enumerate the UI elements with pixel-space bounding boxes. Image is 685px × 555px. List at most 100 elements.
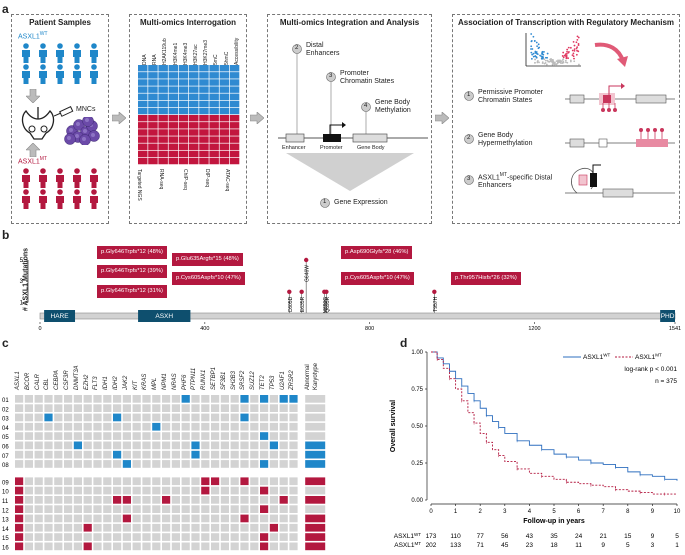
oncoprint-cell xyxy=(132,505,141,513)
oncoprint-cell xyxy=(250,542,259,551)
oncoprint-cell xyxy=(24,432,33,440)
lollipop-head xyxy=(287,289,292,294)
oncoprint-cell xyxy=(83,450,92,459)
oncoprint-cell xyxy=(279,496,288,504)
oncoprint-cell xyxy=(54,422,63,431)
oncoprint-cell xyxy=(181,505,190,513)
abnormal-karyotype-label: Karyotype xyxy=(313,362,320,390)
oncoprint-cell xyxy=(201,496,210,504)
oncoprint-cell xyxy=(250,404,259,412)
karyotype-cell xyxy=(305,523,326,532)
oncoprint-cell xyxy=(191,422,200,431)
oncoprint-cell xyxy=(171,413,180,422)
oncoprint-cell xyxy=(24,441,33,450)
oncoprint-gene-label: FLT3 xyxy=(93,376,100,390)
oncoprint-cell xyxy=(230,404,239,412)
oncoprint-cell xyxy=(250,496,259,504)
oncoprint-cell xyxy=(93,413,102,422)
oncoprint-cell xyxy=(44,450,53,459)
oncoprint-gene-label: IDH1 xyxy=(103,376,110,390)
oncoprint-cell xyxy=(83,523,92,532)
oncoprint-cell xyxy=(289,477,298,486)
oncoprint-cell xyxy=(113,441,122,450)
oncoprint-cell xyxy=(15,450,24,459)
risk-value: 56 xyxy=(501,533,509,540)
oncoprint-cell xyxy=(171,450,180,459)
oncoprint-cell xyxy=(260,514,269,523)
oncoprint-cell xyxy=(230,533,239,541)
oncoprint-cell xyxy=(240,404,249,412)
oncoprint-cell xyxy=(142,450,151,459)
oncoprint-cell xyxy=(132,496,141,504)
karyotype-cell xyxy=(305,542,326,551)
oncoprint-cell xyxy=(181,486,190,495)
arrow-up-icon xyxy=(26,143,40,157)
oncoprint-cell xyxy=(113,477,122,486)
risk-value: 1 xyxy=(675,542,679,549)
oncoprint-row-label: 12 xyxy=(2,508,9,514)
risk-value: 202 xyxy=(426,542,437,549)
oncoprint-cell xyxy=(171,477,180,486)
oncoprint-cell xyxy=(73,514,82,523)
karyotype-cell xyxy=(305,496,326,504)
oncoprint-cell xyxy=(240,533,249,541)
oncoprint-cell xyxy=(103,450,112,459)
oncoprint-cell xyxy=(54,441,63,450)
oncoprint-gene-label: SUZ12 xyxy=(250,371,257,390)
oncoprint-cell xyxy=(191,486,200,495)
y-tick-label: 1 xyxy=(20,300,24,306)
x-tick-label: 9 xyxy=(651,509,655,515)
oncoprint-gene-label: KRAS xyxy=(142,373,149,390)
oncoprint-cell xyxy=(230,450,239,459)
oncoprint-cell xyxy=(152,542,161,551)
oncoprint-cell xyxy=(24,477,33,486)
oncoprint-cell xyxy=(122,486,131,495)
oncoprint-cell xyxy=(132,404,141,412)
oncoprint-cell xyxy=(113,395,122,403)
oncoprint-cell xyxy=(279,404,288,412)
oncoprint-cell xyxy=(211,404,220,412)
oncoprint-cell xyxy=(250,395,259,403)
oncoprint-cell xyxy=(162,542,171,551)
oncoprint-cell xyxy=(103,422,112,431)
oncoprint-cell xyxy=(250,413,259,422)
oncoprint-gene-label: NPM1 xyxy=(162,373,168,390)
oncoprint-cell xyxy=(83,460,92,468)
oncoprint-cell xyxy=(250,505,259,513)
oncoprint-cell xyxy=(181,395,190,403)
mutation-label: p.Gly646Trpfs*12 (48%) xyxy=(97,246,167,259)
oncoprint-gene-label: NRAS xyxy=(171,373,178,390)
x-tick-label: 0 xyxy=(38,326,41,332)
oncoprint-cell xyxy=(211,533,220,541)
oncoprint-cell xyxy=(34,505,43,513)
oncoprint-cell xyxy=(73,477,82,486)
oncoprint-cell xyxy=(64,533,73,541)
association-title: Association of Transcription with Regula… xyxy=(457,18,675,27)
oncoprint-cell xyxy=(279,441,288,450)
oncoprint-cell xyxy=(211,477,220,486)
oncoprint-cell xyxy=(64,422,73,431)
oncoprint-gene-label: SH2B3 xyxy=(230,370,237,390)
oncoprint-cell xyxy=(122,413,131,422)
oncoprint-gene-label: PHF6 xyxy=(181,374,188,390)
oncoprint-cell xyxy=(279,460,288,468)
oncoprint-cell xyxy=(132,460,141,468)
oncoprint-cell xyxy=(220,432,229,440)
oncoprint-cell xyxy=(162,505,171,513)
oncoprint-cell xyxy=(260,505,269,513)
oncoprint-cell xyxy=(24,450,33,459)
oncoprint-cell xyxy=(191,477,200,486)
mutation-label: p.Cys605Aspfs*10 (47%) xyxy=(172,272,245,285)
oncoprint-cell xyxy=(240,432,249,440)
oncoprint-cell xyxy=(250,477,259,486)
mutation-label: p.Gly646Trpfs*12 (31%) xyxy=(97,285,167,298)
oncoprint-cell xyxy=(103,477,112,486)
oncoprint-cell xyxy=(122,441,131,450)
oncoprint-cell xyxy=(201,422,210,431)
oncoprint-cell xyxy=(162,413,171,422)
y-tick-label: 0.50 xyxy=(411,424,423,430)
patient-samples-box: Patient Samples ASXL1WT MNCs ASXL1MT xyxy=(11,14,109,224)
oncoprint-cell xyxy=(64,542,73,551)
oncoprint-cell xyxy=(162,450,171,459)
oncoprint-cell xyxy=(44,477,53,486)
